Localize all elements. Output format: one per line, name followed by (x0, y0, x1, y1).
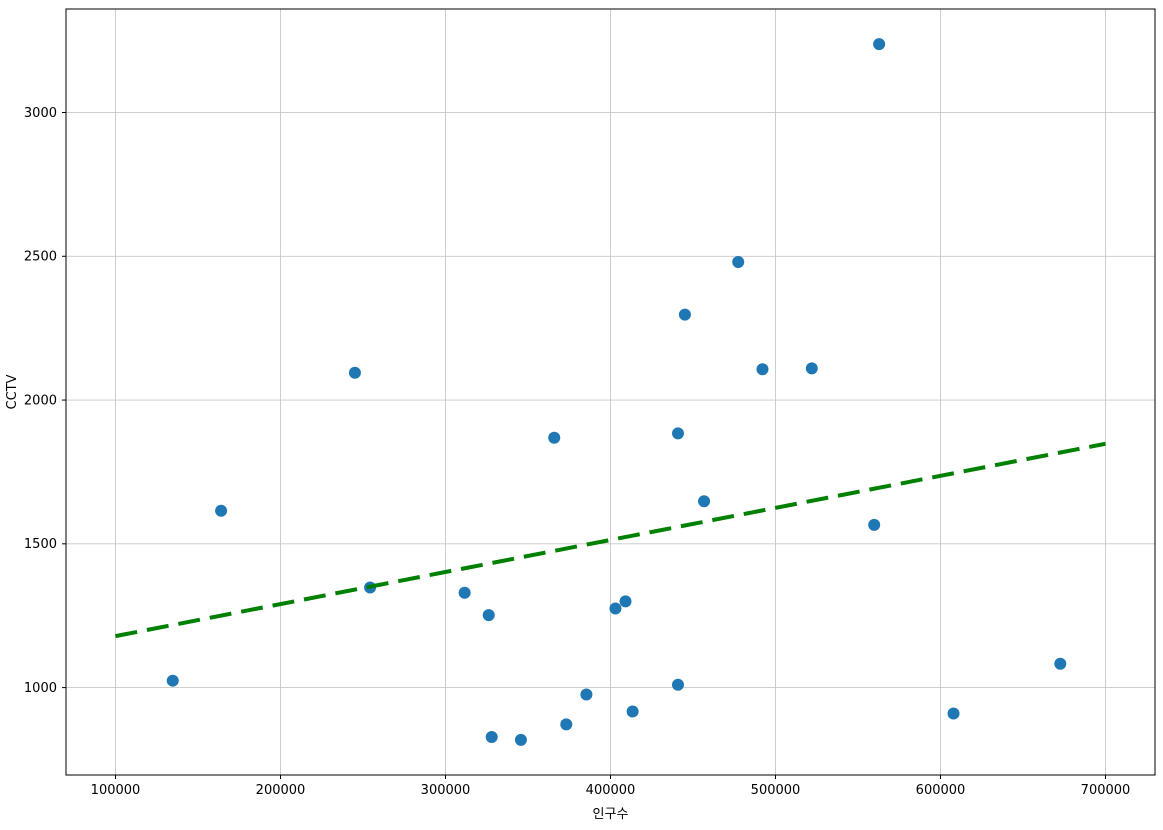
data-point (947, 707, 960, 720)
data-point (514, 733, 527, 746)
data-point (609, 602, 622, 615)
y-tick-label: 3000 (24, 106, 57, 121)
x-tick-label: 700000 (1081, 783, 1131, 798)
trend-line (115, 441, 1106, 639)
data-point (626, 705, 639, 718)
data-point (548, 431, 561, 444)
y-tick-label: 1000 (24, 681, 57, 696)
data-point (732, 256, 745, 269)
x-tick-label: 600000 (916, 783, 966, 798)
data-point (873, 38, 886, 51)
data-point (678, 308, 691, 321)
y-tick-label: 2000 (24, 393, 57, 408)
data-point (580, 688, 593, 701)
x-tick-label: 500000 (751, 783, 801, 798)
x-axis-label: 인구수 (593, 807, 629, 822)
data-point (166, 674, 179, 687)
data-point (485, 731, 498, 744)
data-point (482, 609, 495, 622)
data-point (560, 718, 573, 731)
x-tick-label: 200000 (256, 783, 306, 798)
x-tick-label: 100000 (91, 783, 141, 798)
data-point (671, 678, 684, 691)
data-point (348, 366, 361, 379)
data-point (458, 586, 471, 599)
data-point (868, 518, 881, 531)
data-point (698, 495, 711, 508)
y-axis-label: CCTV (5, 374, 20, 409)
data-point (215, 504, 228, 517)
x-tick-label: 300000 (421, 783, 471, 798)
data-point (805, 362, 818, 375)
data-point (756, 363, 769, 376)
x-tick-label: 400000 (586, 783, 636, 798)
data-point (1054, 657, 1067, 670)
data-point (671, 427, 684, 440)
data-point (619, 595, 632, 608)
y-tick-label: 1500 (24, 537, 57, 552)
y-tick-label: 2500 (24, 250, 57, 265)
